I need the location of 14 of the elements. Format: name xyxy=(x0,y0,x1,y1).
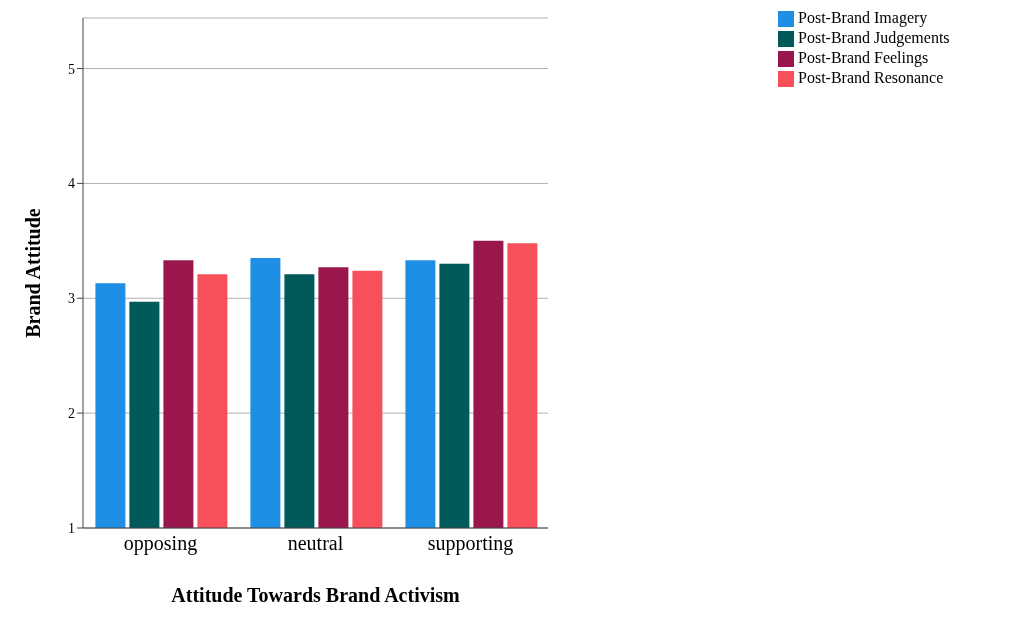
y-tick-label: 4 xyxy=(68,176,75,192)
y-tick-label: 5 xyxy=(68,61,75,77)
y-tick-label: 1 xyxy=(68,520,75,536)
x-tick-label: supporting xyxy=(427,532,514,556)
legend-label: Post-Brand Judgements xyxy=(798,29,950,46)
x-tick-label: neutral xyxy=(287,532,344,555)
y-axis-title: Brand Attitude xyxy=(22,208,45,338)
y-tick-label: 3 xyxy=(68,291,75,307)
x-axis-title: Attitude Towards Brand Activism xyxy=(171,584,461,607)
legend-label: Post-Brand Imagery xyxy=(798,9,928,26)
legend-label: Post-Brand Resonance xyxy=(798,69,944,86)
x-tick-label: opposing xyxy=(123,532,198,556)
legend-label: Post-Brand Feelings xyxy=(798,49,929,66)
y-tick-label: 2 xyxy=(68,406,75,422)
